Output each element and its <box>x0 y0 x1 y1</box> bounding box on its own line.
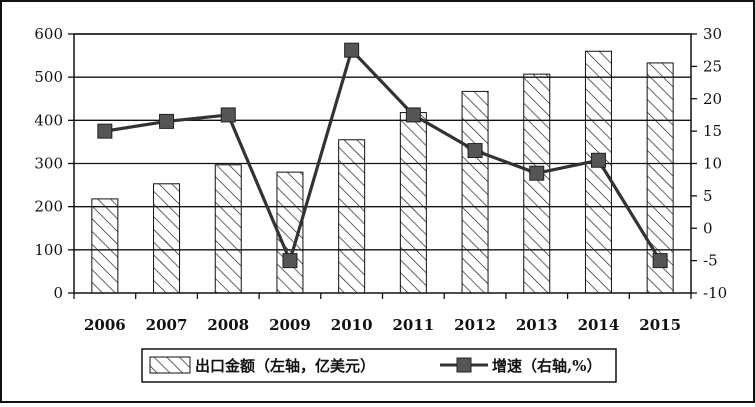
right-tick-label: 0 <box>703 219 713 237</box>
axes <box>68 33 697 299</box>
bar <box>338 139 366 294</box>
right-tick-label: -10 <box>703 284 727 302</box>
line-series <box>97 42 668 269</box>
left-axis-ticks: 0 100 200 300 400 500 600 <box>34 25 63 302</box>
category-label: 2006 <box>84 316 126 334</box>
right-tick-label: -5 <box>703 252 718 270</box>
left-tick-label: 100 <box>34 241 63 259</box>
left-tick-label: 200 <box>34 198 63 216</box>
line-marker <box>282 253 298 269</box>
category-label: 2010 <box>331 316 373 334</box>
category-label: 2013 <box>516 316 558 334</box>
legend-bar-label: 出口金额（左轴，亿美元） <box>195 357 375 375</box>
right-tick-label: 15 <box>703 122 722 140</box>
legend: 出口金额（左轴，亿美元） 增速（右轴,%） <box>141 348 617 383</box>
bar <box>91 198 119 294</box>
category-labels: 2006 2007 2008 2009 2010 2011 2012 2013 2014 2015 <box>84 316 681 334</box>
category-label: 2012 <box>454 316 496 334</box>
legend-bar-swatch <box>149 356 191 374</box>
legend-line-label: 增速（右轴,%） <box>492 357 601 375</box>
bar <box>523 73 551 294</box>
line-marker <box>220 107 236 123</box>
bar <box>153 183 181 294</box>
category-label: 2014 <box>578 316 620 334</box>
right-tick-label: 30 <box>703 25 722 43</box>
line-marker <box>97 123 113 139</box>
category-label: 2011 <box>392 316 434 334</box>
bar-series <box>91 50 674 294</box>
left-tick-label: 500 <box>34 68 63 86</box>
legend-line-marker <box>456 357 472 373</box>
line-marker <box>467 143 483 159</box>
line-marker <box>344 42 360 58</box>
line-marker <box>652 253 668 269</box>
line-marker <box>529 165 545 181</box>
category-label: 2007 <box>146 316 188 334</box>
series-line <box>104 48 662 263</box>
line-marker <box>159 113 175 129</box>
line-marker <box>405 107 421 123</box>
category-label: 2009 <box>269 316 311 334</box>
category-label: 2008 <box>207 316 249 334</box>
left-tick-label: 400 <box>34 111 63 129</box>
bar <box>461 90 489 294</box>
right-tick-label: 5 <box>703 187 713 205</box>
left-tick-label: 0 <box>53 284 63 302</box>
right-tick-label: 20 <box>703 90 722 108</box>
left-tick-label: 300 <box>34 155 63 173</box>
left-tick-label: 600 <box>34 25 63 43</box>
category-label: 2015 <box>639 316 681 334</box>
right-tick-label: 10 <box>703 155 722 173</box>
bar <box>399 112 427 294</box>
legend-box <box>141 348 617 383</box>
bar <box>214 164 242 294</box>
right-axis-ticks: -10 -5 0 5 10 15 20 25 30 <box>703 25 727 302</box>
right-tick-label: 25 <box>703 57 722 75</box>
line-marker <box>590 152 606 168</box>
